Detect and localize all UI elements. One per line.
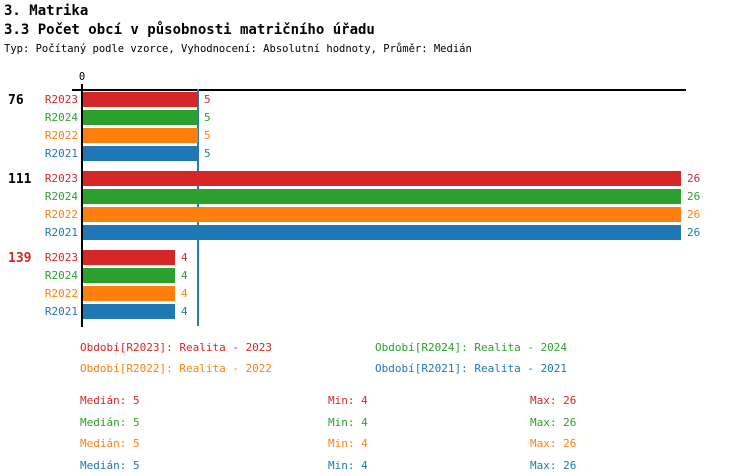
stat-max: Max: 26 <box>530 394 577 407</box>
series-tick-label: R2021 <box>44 226 78 239</box>
bar <box>83 304 175 319</box>
axis-line-horizontal <box>72 89 686 91</box>
series-tick-label: R2022 <box>44 287 78 300</box>
series-tick-label: R2024 <box>44 111 78 124</box>
stat-min: Min: 4 <box>328 415 368 429</box>
bar <box>83 146 198 161</box>
bar-value-label: 4 <box>181 251 188 264</box>
series-tick-label: R2021 <box>44 147 78 160</box>
bar-value-label: 26 <box>687 208 701 221</box>
category-label: 76 <box>8 93 24 108</box>
legend-item: Období[R2021]: Realita - 2021 <box>375 362 568 375</box>
stat-median: Medián: 5 <box>80 415 140 429</box>
bar <box>83 110 198 125</box>
bar <box>83 189 681 204</box>
stat-max: Max: 26 <box>530 415 577 429</box>
series-tick-label: R2024 <box>44 269 78 282</box>
bar-value-label: 26 <box>687 172 701 185</box>
series-tick-label: R2021 <box>44 305 78 318</box>
bar-value-label: 4 <box>181 287 188 300</box>
bar <box>83 171 681 186</box>
bar <box>83 92 198 107</box>
stat-max: Max: 26 <box>530 437 577 450</box>
category-label: 139 <box>8 251 32 266</box>
chart-meta-line: Typ: Počítaný podle vzorce, Vyhodnocení:… <box>4 43 472 55</box>
stat-max: Max: 26 <box>530 458 577 472</box>
bar <box>83 250 175 265</box>
bar <box>83 128 198 143</box>
page-title: 3. Matrika <box>4 3 89 19</box>
bar <box>83 225 681 240</box>
bar <box>83 286 175 301</box>
axis-line-vertical <box>81 84 83 327</box>
legend-item: Období[R2023]: Realita - 2023 <box>80 341 273 354</box>
bar-value-label: 4 <box>181 269 188 282</box>
bar <box>83 268 175 283</box>
series-tick-label: R2024 <box>44 190 78 203</box>
series-tick-label: R2022 <box>44 208 78 221</box>
stat-median: Medián: 5 <box>80 437 140 450</box>
bar-value-label: 26 <box>687 190 701 203</box>
stat-min: Min: 4 <box>328 437 368 450</box>
bar-value-label: 26 <box>687 226 701 239</box>
series-tick-label: R2022 <box>44 129 78 142</box>
series-tick-label: R2023 <box>44 251 78 264</box>
bar-value-label: 4 <box>181 305 188 318</box>
axis-zero-tick-label: 0 <box>78 71 86 83</box>
series-tick-label: R2023 <box>44 172 78 185</box>
stat-median: Medián: 5 <box>80 394 140 407</box>
bar <box>83 207 681 222</box>
stat-min: Min: 4 <box>328 394 368 407</box>
bar-value-label: 5 <box>204 111 211 124</box>
series-tick-label: R2023 <box>44 93 78 106</box>
stat-median: Medián: 5 <box>80 458 140 472</box>
category-label: 111 <box>8 172 32 187</box>
bar-value-label: 5 <box>204 129 211 142</box>
chart-title: 3.3 Počet obcí v působnosti matričního ú… <box>4 22 375 38</box>
legend-item: Období[R2022]: Realita - 2022 <box>80 362 273 375</box>
stat-min: Min: 4 <box>328 458 368 472</box>
bar-value-label: 5 <box>204 93 211 106</box>
bar-value-label: 5 <box>204 147 211 160</box>
legend-item: Období[R2024]: Realita - 2024 <box>375 341 568 354</box>
